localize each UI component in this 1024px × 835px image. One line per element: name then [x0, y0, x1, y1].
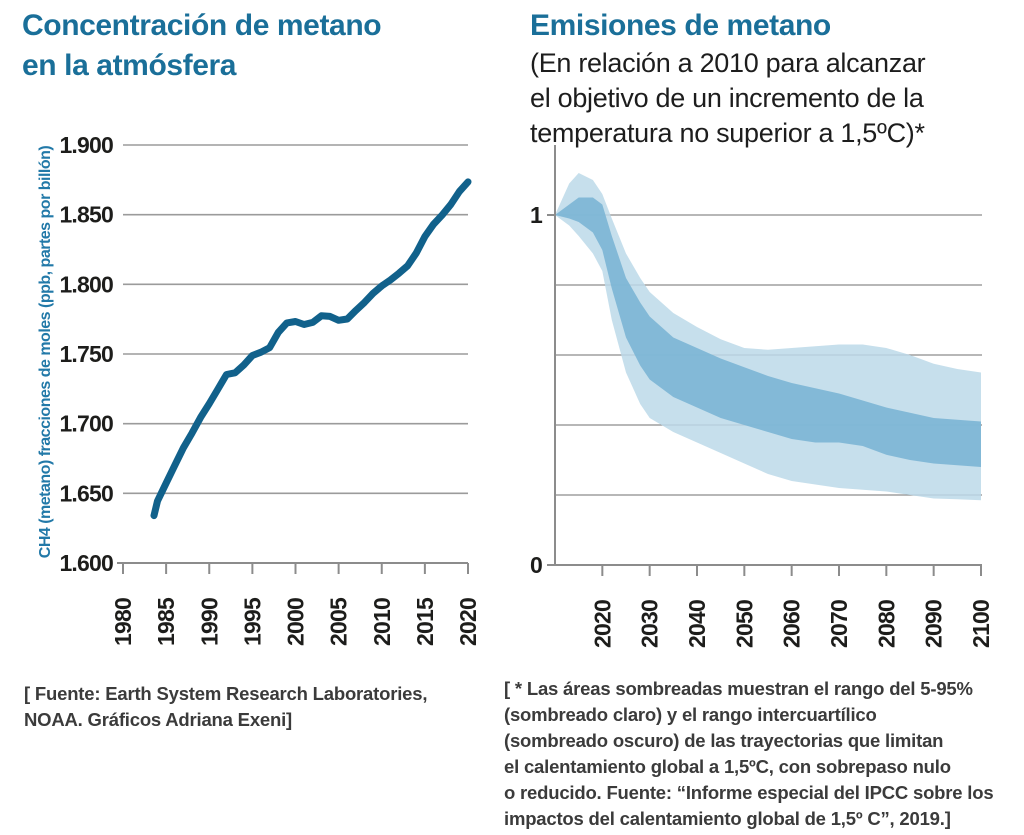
right-chart-subtitle: (En relación a 2010 para alcanzar el obj… — [530, 48, 926, 148]
methane-concentration-line-chart: 1980 1985 1990 1995 2000 2005 2010 2015 2020 1.60… — [37, 132, 481, 646]
x-tick-label: 2040 — [684, 600, 710, 648]
x-tick-label: 1990 — [196, 598, 222, 646]
y-tick-label: 1.850 — [59, 202, 113, 228]
y-tick-label: 1.600 — [59, 550, 113, 576]
x-tick-label: 2050 — [731, 600, 757, 648]
x-tick-label: 1995 — [239, 597, 265, 646]
x-tick-label: 2090 — [921, 600, 947, 648]
y-tick-label: 1.900 — [59, 132, 113, 158]
y-tick-label: 1.750 — [59, 341, 113, 367]
band-interquartile — [555, 197, 981, 467]
x-tick-label: 2060 — [779, 600, 805, 648]
ch4-concentration-line — [150, 178, 472, 520]
x-tick-label: 2100 — [968, 600, 994, 648]
y-tick-label: 1.650 — [59, 480, 113, 506]
x-tick-label: 2015 — [412, 597, 438, 646]
x-tick-label: 1980 — [110, 598, 136, 646]
x-tick-label: 2010 — [369, 598, 395, 646]
y-tick-label: 1.700 — [59, 411, 113, 437]
x-tick-label: 2000 — [283, 598, 309, 646]
y-tick-label: 0 — [530, 552, 542, 578]
x-tick-label: 2020 — [455, 598, 481, 646]
right-chart-title: Emisiones de metano — [530, 9, 831, 42]
x-tick-label: 2030 — [637, 600, 663, 648]
methane-emissions-area-chart: 1 0 2020 2030 2040 2050 2060 2070 2080 2090 2100 — [530, 145, 994, 648]
y-axis-title: CH4 (metano) fracciones de moles (ppb, p… — [37, 146, 54, 559]
x-tick-label: 2080 — [873, 600, 899, 648]
right-chart-footnote: [ * Las áreas sombreadas muestran el ran… — [504, 678, 994, 829]
left-chart-title: Concentración de metano en la atmósfera — [22, 9, 382, 82]
y-tick-label: 1.800 — [59, 271, 113, 297]
y-tick-label: 1 — [530, 202, 543, 228]
x-tick-label: 1985 — [153, 597, 179, 646]
x-tick-label: 2020 — [589, 600, 615, 648]
left-chart-source: [ Fuente: Earth System Research Laborato… — [24, 683, 428, 730]
x-tick-label: 2070 — [826, 600, 852, 648]
x-tick-label: 2005 — [326, 597, 352, 646]
